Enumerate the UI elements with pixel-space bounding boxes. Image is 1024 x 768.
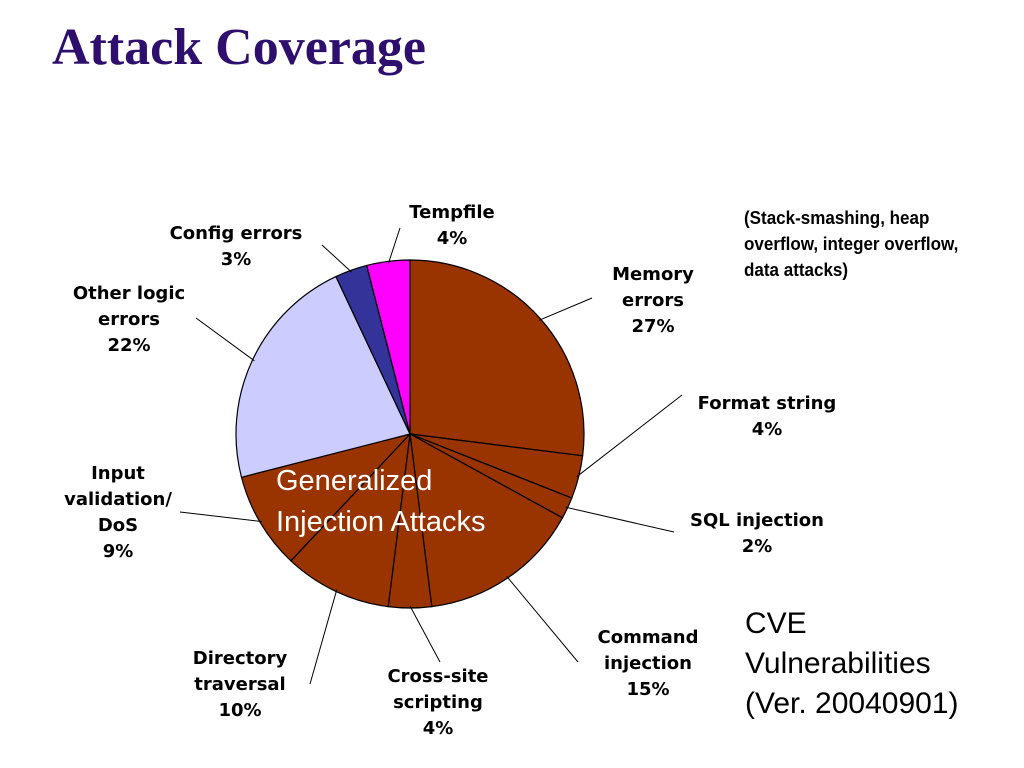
label-tempfile-line: 4% (437, 228, 468, 249)
slice-memory-errors (409, 259, 585, 457)
caption-line-3: (Ver. 20040901) (745, 687, 959, 720)
label-config-errors: Config errors 3% (170, 223, 303, 270)
slice-tempfile (365, 259, 411, 435)
label-command-injection-line: injection (604, 653, 692, 674)
leader-config-errors (321, 244, 353, 273)
leader-lines (179, 227, 683, 685)
label-memory-errors: Memory errors 27% (612, 264, 694, 337)
label-cross-site-scripting-line: scripting (393, 692, 483, 713)
label-input-validation-dos-line: validation/ (64, 489, 172, 510)
memory-errors-note: (Stack-smashing, heap overflow, integer … (744, 207, 959, 280)
label-command-injection-line: Command (598, 627, 699, 648)
leader-command-injection (506, 575, 579, 663)
label-directory-traversal: Directory traversal 10% (193, 648, 288, 721)
leader-format-string (576, 394, 683, 478)
label-other-logic-errors-line: errors (98, 309, 160, 330)
generalized-injection-label: Generalized Injection Attacks (276, 461, 486, 543)
slice-labels: Memory errors 27% Format string 4% SQL inject… (64, 202, 836, 739)
caption-line-1: CVE (745, 607, 807, 640)
leader-tempfile (387, 227, 401, 264)
label-other-logic-errors-line: Other logic (73, 283, 185, 304)
label-format-string: Format string 4% (698, 393, 837, 440)
label-input-validation-dos: Input validation/DoS 9% (64, 463, 172, 562)
label-tempfile: Tempfile 4% (409, 202, 494, 249)
label-tempfile-line: Tempfile (409, 202, 494, 223)
label-config-errors-line: Config errors (170, 223, 303, 244)
label-input-validation-dos-line: 9% (103, 541, 134, 562)
leader-directory-traversal (309, 589, 338, 685)
inset-line-2: Injection Attacks (276, 506, 486, 538)
leader-cross-site-scripting (409, 605, 441, 663)
label-other-logic-errors-line: 22% (107, 335, 150, 356)
slide-title: Attack Coverage (52, 19, 426, 76)
label-directory-traversal-line: traversal (194, 674, 285, 695)
label-input-validation-dos-line: DoS (98, 515, 138, 536)
cve-caption: CVE Vulnerabilities (Ver. 20040901) (745, 604, 959, 724)
label-command-injection-line: 15% (626, 679, 669, 700)
inset-line-1: Generalized (276, 465, 433, 497)
label-memory-errors-line: Memory (612, 264, 694, 285)
leader-input-validation-dos (179, 511, 263, 523)
label-cross-site-scripting-line: 4% (423, 718, 454, 739)
label-format-string-line: 4% (752, 419, 783, 440)
leader-memory-errors (538, 297, 593, 321)
label-other-logic-errors: Other logic errors 22% (73, 283, 185, 356)
label-sql-injection-line: 2% (742, 536, 773, 557)
label-command-injection: Command injection 15% (598, 627, 699, 700)
label-cross-site-scripting: Cross-site scripting 4% (387, 666, 488, 739)
label-sql-injection: SQL injection 2% (690, 510, 824, 557)
label-format-string-line: Format string (698, 393, 837, 414)
pie-slices (235, 259, 585, 609)
label-directory-traversal-line: 10% (218, 700, 261, 721)
label-memory-errors-line: 27% (631, 316, 674, 337)
label-sql-injection-line: SQL injection (690, 510, 824, 531)
label-config-errors-line: 3% (221, 249, 252, 270)
slice-input-validation-dos (240, 432, 412, 562)
leader-other-logic-errors (195, 317, 255, 362)
label-memory-errors-line: errors (622, 290, 684, 311)
label-input-validation-dos-line: Input (91, 463, 145, 484)
leader-sql-injection (565, 506, 675, 533)
label-directory-traversal-line: Directory (193, 648, 288, 669)
caption-line-2: Vulnerabilities (745, 647, 931, 680)
label-cross-site-scripting-line: Cross-site (387, 666, 488, 687)
